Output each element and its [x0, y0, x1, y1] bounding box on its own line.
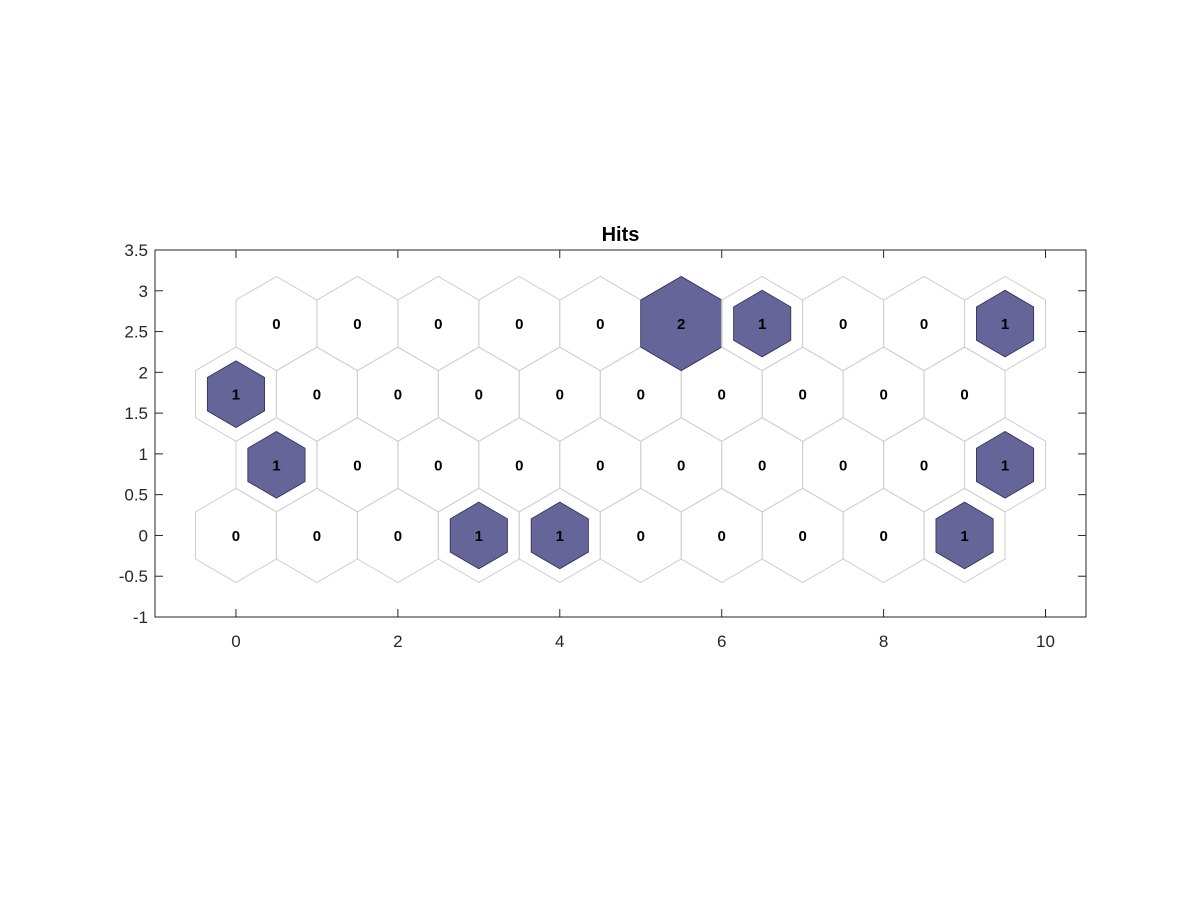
hex-cells: 0 0 0 1 1 0 0 0 0 1 1 0 0 0 0 0 0 0 0 1 1 0 0 0 0 0 0 0 0 0 0 0 0 0 0 2 1 0 0 1 — [194, 275, 1047, 584]
hex-hit-count: 0 — [272, 316, 280, 333]
hex-cell-outline — [964, 275, 1047, 372]
hex-hit-count: 0 — [313, 387, 321, 404]
hex-hit-fill — [976, 431, 1035, 499]
hex-hit-count: 0 — [353, 316, 361, 333]
hex-hit-count: 0 — [596, 316, 604, 333]
hex-hit-count: 0 — [434, 457, 442, 474]
hex-hit-count: 0 — [596, 457, 604, 474]
y-tick-label: 3 — [139, 282, 148, 301]
hex-hit-count: 0 — [515, 316, 523, 333]
y-tick-label: 3.5 — [124, 241, 148, 260]
hex-hit-fill — [733, 289, 792, 358]
axis-ticks: 0 2 4 6 8 10-1-0.500.511.522.533.5 — [119, 241, 1086, 651]
hex-hit-count: 0 — [718, 387, 726, 404]
y-tick-label: 0 — [139, 526, 148, 545]
hex-hit-count: 0 — [960, 387, 968, 404]
hex-hit-count: 0 — [718, 528, 726, 545]
hex-hit-count: 0 — [353, 457, 361, 474]
axes-box — [154, 249, 1087, 618]
hex-hit-count: 1 — [556, 528, 564, 545]
hex-hit-count: 1 — [758, 316, 766, 333]
hex-hit-count: 0 — [515, 457, 523, 474]
hex-hit-count: 0 — [434, 316, 442, 333]
hex-hit-count: 0 — [677, 457, 685, 474]
hex-hit-count: 0 — [839, 457, 847, 474]
x-tick-label: 8 — [879, 632, 888, 651]
hex-hit-count: 1 — [272, 457, 280, 474]
hex-hit-count: 1 — [475, 528, 483, 545]
hex-hit-count: 0 — [394, 528, 402, 545]
hex-hit-fill — [530, 501, 589, 570]
hex-hit-count: 0 — [920, 316, 928, 333]
hex-hit-count: 2 — [677, 316, 685, 333]
hex-cell: 1 — [721, 275, 804, 372]
hex-hit-count: 1 — [1001, 316, 1009, 333]
y-tick-label: 0.5 — [124, 486, 148, 505]
hex-hit-count: 0 — [798, 528, 806, 545]
hex-hit-fill — [449, 501, 508, 570]
hex-hit-count: 0 — [798, 387, 806, 404]
hex-hit-fill — [247, 431, 306, 499]
hex-hit-count: 0 — [758, 457, 766, 474]
hex-hit-count: 0 — [232, 528, 240, 545]
hex-hit-count: 0 — [394, 387, 402, 404]
y-tick-label: 2 — [139, 363, 148, 382]
chart-title: Hits — [602, 224, 640, 246]
hex-hit-count: 1 — [232, 387, 240, 404]
hex-hit-count: 0 — [637, 528, 645, 545]
y-tick-label: 1 — [139, 445, 148, 464]
plot-area: 0 0 0 1 1 0 0 0 0 11 0 0 0 0 0 0 0 0 11 0 0 0 0 0 0 0 0 00 0 0 0 0 2 1 0 0 1… — [119, 241, 1087, 651]
y-tick-label: 1.5 — [124, 404, 148, 423]
x-tick-label: 10 — [1036, 632, 1055, 651]
y-tick-label: -1 — [133, 608, 148, 627]
hex-cell: 1 — [964, 275, 1047, 372]
y-tick-label: 2.5 — [124, 323, 148, 342]
hex-hit-count: 1 — [1001, 457, 1009, 474]
hex-hit-count: 0 — [879, 528, 887, 545]
x-tick-label: 2 — [393, 632, 402, 651]
hex-hit-fill — [206, 360, 265, 428]
hex-hit-count: 0 — [475, 387, 483, 404]
hex-cell: 1 — [964, 417, 1047, 513]
x-tick-label: 0 — [231, 632, 240, 651]
y-tick-label: -0.5 — [119, 567, 148, 586]
hex-hit-fill — [935, 501, 994, 570]
hex-hit-count: 0 — [637, 387, 645, 404]
hex-hit-count: 0 — [920, 457, 928, 474]
hex-hit-count: 0 — [556, 387, 564, 404]
hex-hit-fill — [976, 289, 1035, 358]
hex-hit-count: 0 — [313, 528, 321, 545]
x-tick-label: 4 — [555, 632, 564, 651]
hex-hit-count: 0 — [839, 316, 847, 333]
hex-hit-count: 0 — [879, 387, 887, 404]
hex-hit-count: 1 — [960, 528, 968, 545]
x-tick-label: 6 — [717, 632, 726, 651]
hex-cell: 2 — [640, 275, 723, 372]
